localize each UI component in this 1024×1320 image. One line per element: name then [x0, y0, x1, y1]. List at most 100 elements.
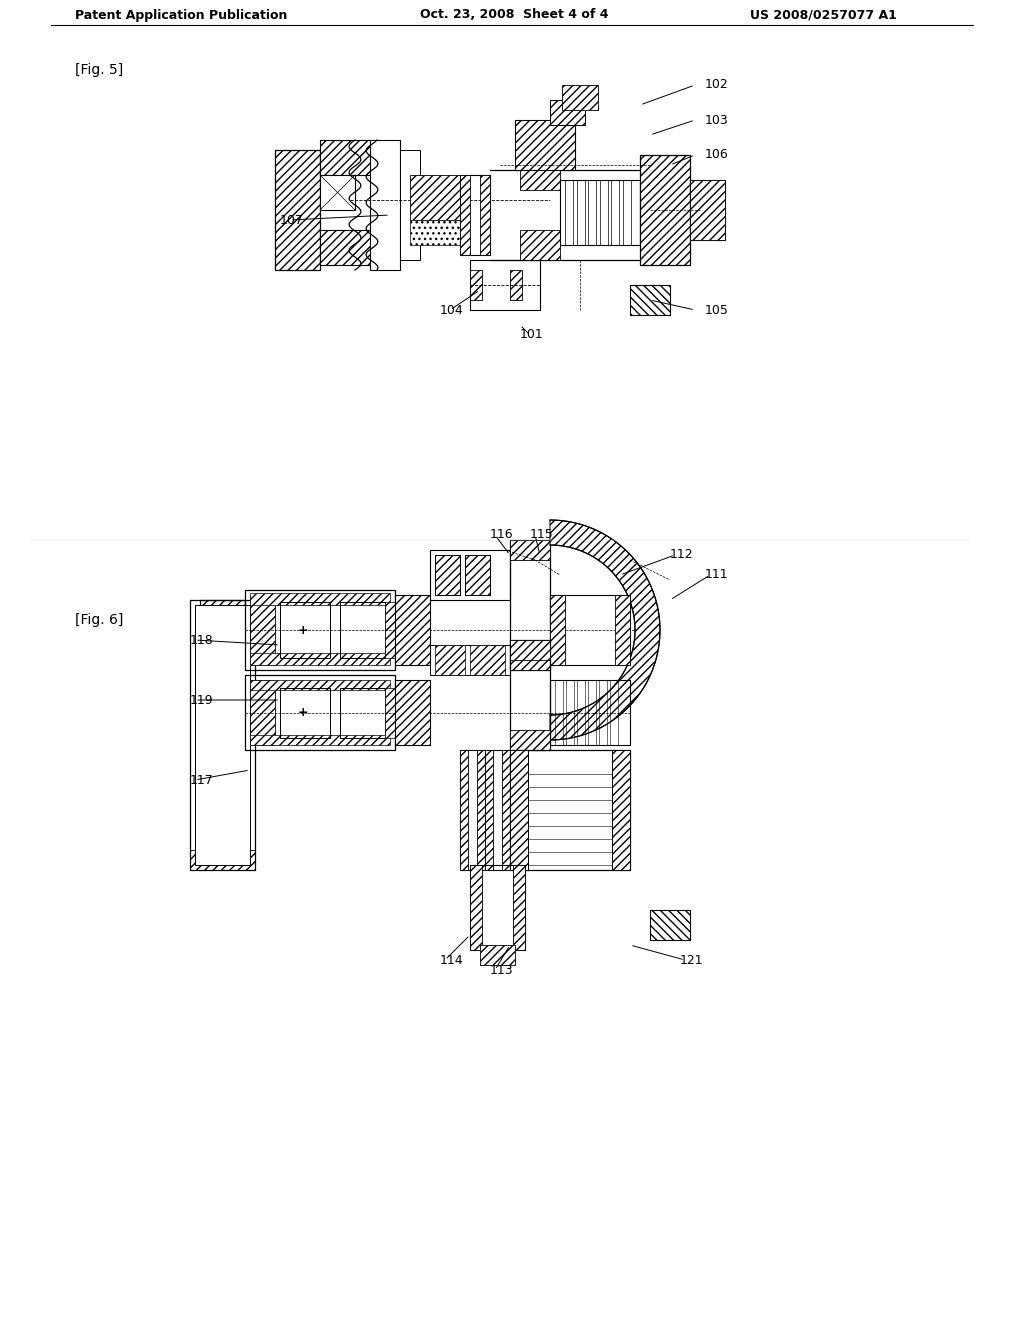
Bar: [430, 645, 510, 675]
Text: US 2008/0257077 A1: US 2008/0257077 A1: [750, 8, 897, 21]
Bar: [510, 271, 522, 300]
Bar: [510, 750, 528, 870]
Text: 102: 102: [705, 78, 729, 91]
Bar: [510, 649, 550, 671]
Bar: [550, 100, 585, 125]
Bar: [470, 865, 482, 950]
Bar: [640, 154, 690, 265]
Text: [Fig. 6]: [Fig. 6]: [75, 612, 123, 627]
Bar: [435, 554, 460, 595]
Text: 103: 103: [705, 114, 729, 127]
Bar: [250, 593, 390, 605]
Bar: [200, 601, 245, 861]
Bar: [485, 750, 510, 870]
Bar: [470, 865, 525, 950]
Bar: [550, 595, 630, 665]
Bar: [550, 680, 630, 744]
Text: 114: 114: [440, 953, 464, 966]
Text: 113: 113: [490, 964, 514, 977]
Bar: [435, 645, 465, 675]
Bar: [611, 180, 618, 246]
Bar: [395, 680, 430, 744]
Bar: [480, 176, 490, 255]
Text: 116: 116: [490, 528, 514, 541]
Bar: [250, 653, 390, 665]
Bar: [319, 230, 375, 265]
Bar: [566, 680, 574, 744]
Bar: [395, 595, 430, 665]
Bar: [465, 554, 490, 595]
Bar: [520, 230, 560, 260]
Bar: [510, 540, 550, 560]
Text: 115: 115: [530, 528, 554, 541]
Text: 111: 111: [705, 569, 729, 582]
Bar: [435, 554, 460, 595]
Bar: [485, 750, 493, 870]
Text: 117: 117: [190, 774, 214, 787]
Text: 112: 112: [670, 549, 693, 561]
Bar: [465, 554, 490, 595]
Bar: [395, 595, 430, 665]
Text: [Fig. 5]: [Fig. 5]: [75, 63, 123, 77]
Bar: [515, 120, 575, 170]
Text: 105: 105: [705, 304, 729, 317]
Bar: [630, 285, 670, 315]
Bar: [612, 750, 630, 870]
Bar: [510, 640, 550, 660]
Bar: [615, 595, 630, 665]
Bar: [550, 595, 565, 665]
Bar: [513, 865, 525, 950]
Bar: [640, 154, 690, 265]
Bar: [610, 680, 618, 744]
Bar: [650, 909, 690, 940]
Text: 101: 101: [520, 329, 544, 342]
Bar: [480, 945, 515, 965]
Bar: [410, 220, 460, 246]
Text: 104: 104: [440, 304, 464, 317]
Bar: [340, 688, 385, 738]
Bar: [385, 602, 395, 657]
Text: Patent Application Publication: Patent Application Publication: [75, 8, 288, 21]
Polygon shape: [550, 520, 659, 741]
Bar: [510, 540, 550, 671]
Bar: [430, 550, 510, 601]
Bar: [250, 680, 275, 744]
Bar: [280, 688, 330, 738]
Bar: [385, 688, 395, 738]
Bar: [190, 850, 255, 870]
Bar: [250, 595, 275, 665]
Bar: [410, 176, 460, 220]
Text: +: +: [298, 706, 308, 719]
Bar: [630, 285, 670, 315]
Text: 121: 121: [680, 953, 703, 966]
Bar: [550, 100, 585, 125]
Bar: [577, 680, 585, 744]
Bar: [690, 180, 725, 240]
Bar: [502, 750, 510, 870]
Bar: [560, 180, 640, 246]
Bar: [280, 602, 330, 657]
Bar: [599, 680, 607, 744]
Bar: [460, 176, 490, 255]
Bar: [250, 680, 390, 690]
Bar: [460, 750, 485, 870]
Bar: [275, 150, 319, 271]
Bar: [510, 750, 630, 870]
Polygon shape: [562, 84, 598, 110]
Bar: [470, 645, 505, 675]
Bar: [555, 680, 563, 744]
Bar: [395, 680, 430, 744]
Bar: [460, 176, 470, 255]
Bar: [319, 176, 355, 210]
Bar: [319, 140, 375, 176]
Bar: [460, 750, 468, 870]
Bar: [275, 150, 319, 271]
Text: 107: 107: [280, 214, 304, 227]
Bar: [690, 180, 725, 240]
Bar: [400, 150, 420, 260]
Text: 119: 119: [190, 693, 214, 706]
Bar: [190, 601, 255, 870]
Bar: [588, 680, 596, 744]
Bar: [200, 601, 245, 861]
Bar: [470, 260, 540, 310]
